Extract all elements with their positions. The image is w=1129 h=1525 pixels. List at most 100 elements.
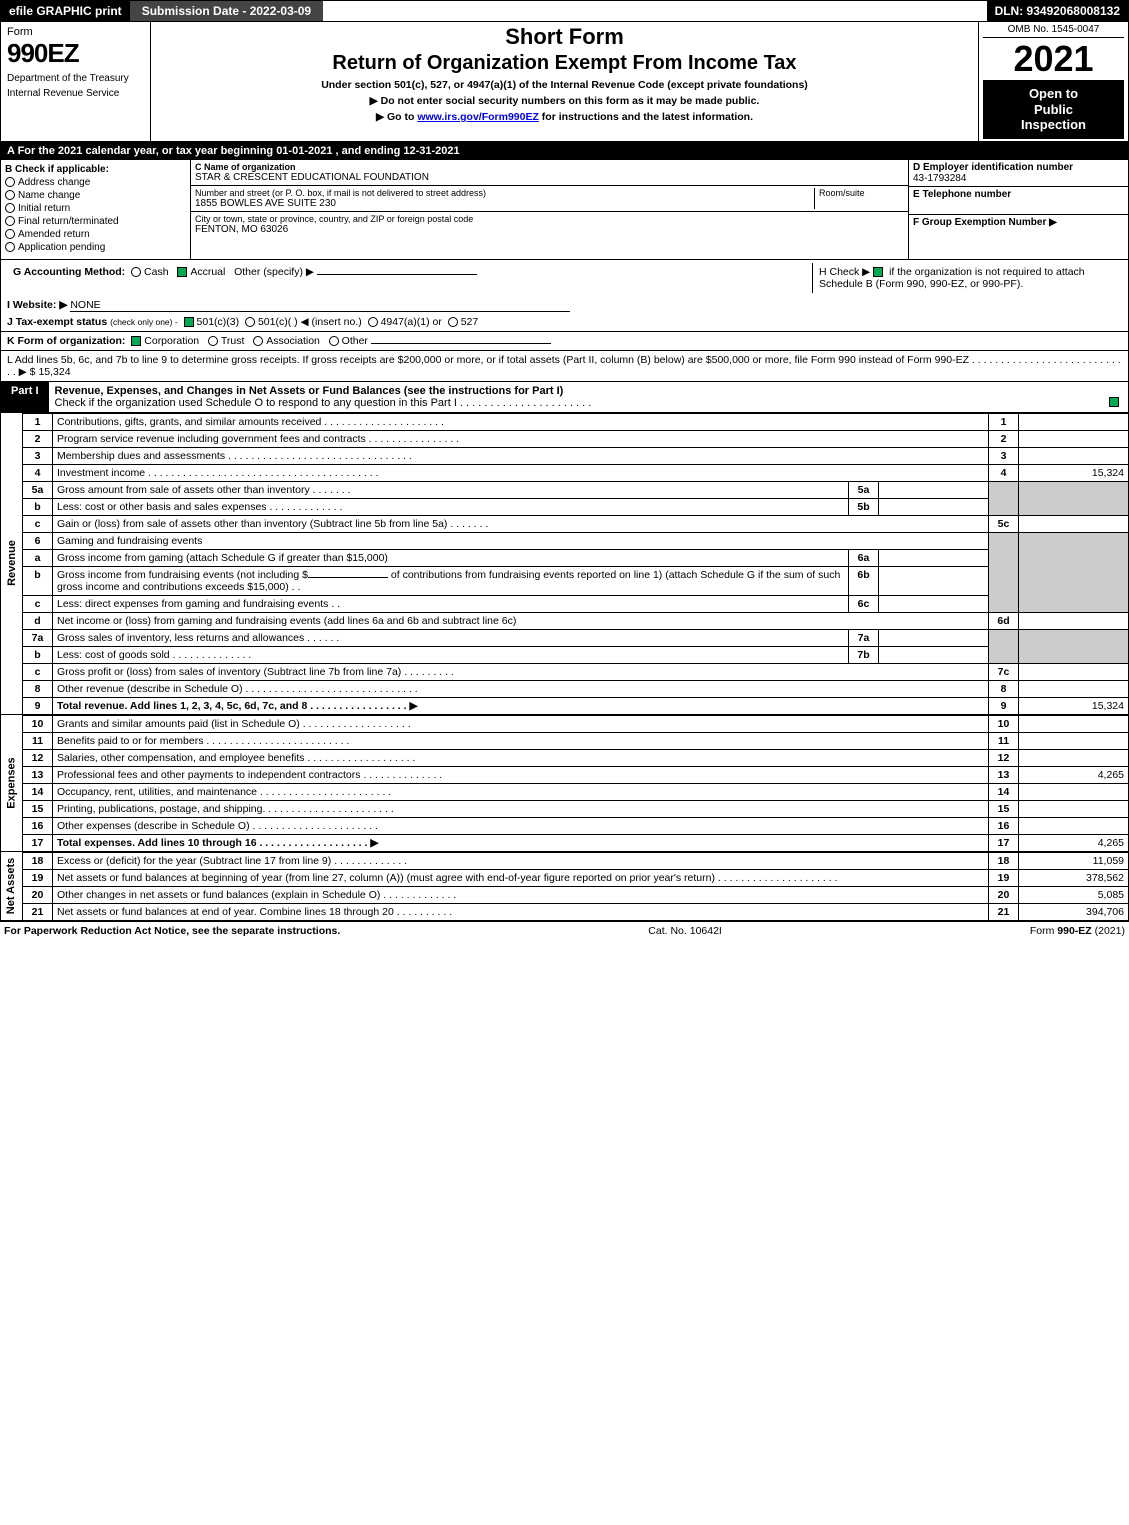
line-21-amt: 394,706 [1019,903,1129,920]
chk-address-change[interactable]: Address change [5,177,186,188]
open-line2: Public [987,102,1120,118]
chk-initial-return[interactable]: Initial return [5,203,186,214]
line-7b-innerbox [879,646,989,663]
g-accounting-method: G Accounting Method: Cash Accrual Other … [7,263,812,293]
expenses-section: Expenses 10Grants and similar amounts pa… [0,715,1129,852]
line-6a: aGross income from gaming (attach Schedu… [23,549,1129,566]
form-header: Form 990EZ Department of the Treasury In… [0,22,1129,142]
line-3-num: 3 [23,447,53,464]
radio-4947a1[interactable] [368,317,378,327]
label-corporation: Corporation [144,335,199,347]
line-5b: bLess: cost or other basis and sales exp… [23,498,1129,515]
line-4-num: 4 [23,464,53,481]
irs-link[interactable]: www.irs.gov/Form990EZ [417,111,539,123]
line-12-rnum: 12 [989,749,1019,766]
gray-6abc [989,532,1019,612]
line-7b-inum: 7b [849,646,879,663]
line-17-amt: 4,265 [1019,834,1129,851]
line-9-rnum: 9 [989,697,1019,714]
line-1: 1Contributions, gifts, grants, and simil… [23,413,1129,430]
c-org-name-cell: C Name of organization STAR & CRESCENT E… [191,160,908,186]
line-21: 21Net assets or fund balances at end of … [23,903,1129,920]
line-15-desc: Printing, publications, postage, and shi… [53,800,989,817]
line-7a-num: 7a [23,629,53,646]
part-i-check-text: Check if the organization used Schedule … [55,397,592,409]
line-6c-innerbox [879,595,989,612]
radio-trust[interactable] [208,336,218,346]
line-7a-inum: 7a [849,629,879,646]
section-a-calendar-year: A For the 2021 calendar year, or tax yea… [0,142,1129,160]
ein-value: 43-1793284 [913,173,1124,184]
line-19-amt: 378,562 [1019,869,1129,886]
line-16-num: 16 [23,817,53,834]
chk-corporation[interactable] [131,336,141,346]
chk-application-pending[interactable]: Application pending [5,242,186,253]
label-501c: 501(c)( ) ◀ (insert no.) [258,316,362,328]
radio-501c[interactable] [245,317,255,327]
radio-527[interactable] [448,317,458,327]
line-2-desc: Program service revenue including govern… [53,430,989,447]
line-4: 4Investment income . . . . . . . . . . .… [23,464,1129,481]
form-word: Form [7,26,144,38]
chk-final-return[interactable]: Final return/terminated [5,216,186,227]
j-sub: (check only one) - [110,317,178,327]
label-name-change: Name change [18,190,80,201]
chk-name-change[interactable]: Name change [5,190,186,201]
line-5a-num: 5a [23,481,53,498]
line-8-amt [1019,680,1129,697]
part-i-tag: Part I [1,382,49,412]
line-5b-desc: Less: cost or other basis and sales expe… [53,498,849,515]
header-right: OMB No. 1545-0047 2021 Open to Public In… [978,22,1128,141]
line-16-rnum: 16 [989,817,1019,834]
line-17-desc: Total expenses. Add lines 10 through 16 … [53,834,989,851]
f-label: F Group Exemption Number ▶ [913,217,1124,228]
line-6a-num: a [23,549,53,566]
chk-accrual[interactable] [177,267,187,277]
dln-label: DLN: 93492068008132 [987,1,1128,21]
chk-schedule-b-not-required[interactable] [873,267,883,277]
line-4-rnum: 4 [989,464,1019,481]
net-assets-table: 18Excess or (deficit) for the year (Subt… [22,852,1129,921]
h-pre: H Check ▶ [819,266,873,278]
line-13: 13Professional fees and other payments t… [23,766,1129,783]
line-21-num: 21 [23,903,53,920]
chk-schedule-o-part-i[interactable] [1109,397,1119,407]
radio-other-org[interactable] [329,336,339,346]
label-501c3: 501(c)(3) [197,316,240,328]
line-10-desc: Grants and similar amounts paid (list in… [53,715,989,732]
line-7c-desc: Gross profit or (loss) from sales of inv… [53,663,989,680]
radio-association[interactable] [253,336,263,346]
line-6c-num: c [23,595,53,612]
header-center: Short Form Return of Organization Exempt… [151,22,978,141]
line-5a: 5aGross amount from sale of assets other… [23,481,1129,498]
side-net-assets-label: Net Assets [6,858,18,914]
line-5c: cGain or (loss) from sale of assets othe… [23,515,1129,532]
footer-right-bold: 990-EZ [1057,925,1091,937]
chk-501c3[interactable] [184,317,194,327]
line-6b-desc: Gross income from fundraising events (no… [53,566,849,595]
expenses-table: 10Grants and similar amounts paid (list … [22,715,1129,852]
line-3: 3Membership dues and assessments . . . .… [23,447,1129,464]
line-17-num: 17 [23,834,53,851]
side-expenses-label: Expenses [6,757,18,808]
line-7c-num: c [23,663,53,680]
line-4-amt: 15,324 [1019,464,1129,481]
line-11-amt [1019,732,1129,749]
radio-cash[interactable] [131,267,141,277]
line-20-desc: Other changes in net assets or fund bala… [53,886,989,903]
c-address-cell: Number and street (or P. O. box, if mail… [191,186,908,212]
line-20: 20Other changes in net assets or fund ba… [23,886,1129,903]
line-16-amt [1019,817,1129,834]
goto-post: for instructions and the latest informat… [539,111,753,123]
chk-amended-return[interactable]: Amended return [5,229,186,240]
j-label: J Tax-exempt status [7,316,107,328]
i-website-row: I Website: ▶ NONE [7,299,1122,312]
top-bar: efile GRAPHIC print Submission Date - 20… [0,0,1129,22]
addr-label: Number and street (or P. O. box, if mail… [195,188,814,198]
line-6c: cLess: direct expenses from gaming and f… [23,595,1129,612]
part-i-header: Part I Revenue, Expenses, and Changes in… [0,382,1129,413]
line-7b-num: b [23,646,53,663]
goto-line: ▶ Go to www.irs.gov/Form990EZ for instru… [159,111,970,123]
line-12-amt [1019,749,1129,766]
line-1-amt [1019,413,1129,430]
